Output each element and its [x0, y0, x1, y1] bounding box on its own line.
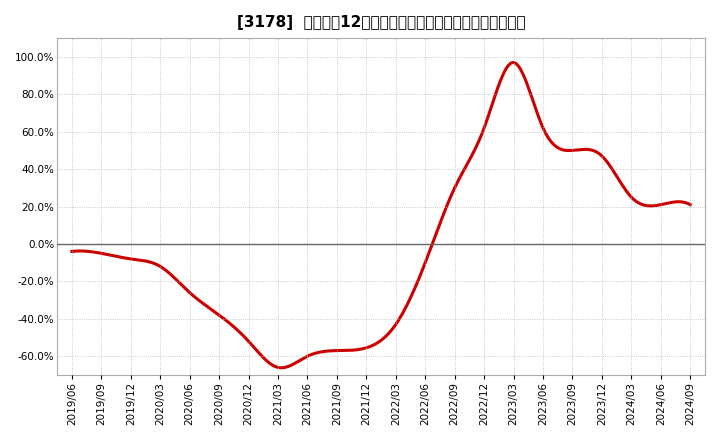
Title: [3178]  売上高の12か月移動合計の対前年同期増減率の推移: [3178] 売上高の12か月移動合計の対前年同期増減率の推移 [237, 15, 526, 30]
